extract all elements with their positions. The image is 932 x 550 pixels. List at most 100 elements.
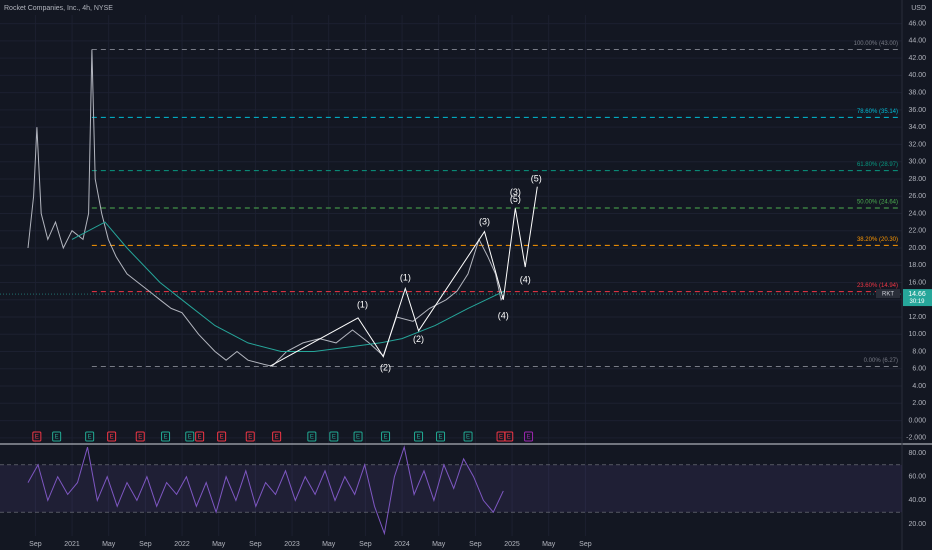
wave-label: (3) — [479, 216, 490, 226]
event-marker — [353, 431, 363, 442]
wave-label: (1) — [400, 273, 411, 283]
event-marker — [504, 431, 514, 442]
x-tick-label: May — [542, 541, 556, 548]
y-tick-label: 44.00 — [908, 38, 926, 45]
y-tick-label: 28.00 — [908, 176, 926, 183]
wave-label: (1) — [357, 299, 368, 309]
rsi-band — [0, 464, 902, 513]
event-marker — [329, 431, 339, 442]
event-marker — [307, 431, 317, 442]
event-label: E — [466, 435, 470, 441]
x-tick-label: Sep — [29, 541, 42, 548]
event-label: E — [275, 435, 279, 441]
currency: USD — [911, 5, 926, 12]
y-tick-label: 10.00 — [908, 331, 926, 338]
y-tick-label: 12.00 — [908, 314, 926, 321]
event-marker — [381, 431, 391, 442]
event-label: E — [35, 435, 39, 441]
fib-label: 61.80% (28.97) — [857, 162, 898, 168]
event-label: E — [220, 435, 224, 441]
event-label: E — [507, 435, 511, 441]
price-label: 14.66 — [908, 291, 926, 298]
x-tick-label: May — [322, 541, 336, 548]
fib-label: 0.00% (6.27) — [864, 358, 898, 364]
fib-label: 23.60% (14.94) — [857, 283, 898, 289]
event-label: E — [439, 435, 443, 441]
event-marker — [32, 431, 42, 442]
symbol-label: RKT — [882, 292, 894, 298]
y-tick-label: 38.00 — [908, 90, 926, 97]
event-label: E — [332, 435, 336, 441]
y-tick-label: 34.00 — [908, 124, 926, 131]
x-tick-label: Sep — [359, 541, 372, 548]
event-marker — [414, 431, 424, 442]
x-tick-label: May — [212, 541, 226, 548]
fib-label: 38.20% (20.30) — [857, 237, 898, 243]
event-marker — [185, 431, 195, 442]
event-marker — [135, 431, 145, 442]
y-tick-label: 42.00 — [908, 55, 926, 62]
y-tick-label: 20.00 — [908, 245, 926, 252]
event-marker — [52, 431, 62, 442]
wave-label: (3) — [510, 187, 521, 197]
y-tick-label: 2.00 — [912, 400, 926, 407]
wave-label: (2) — [413, 334, 424, 344]
header-title: Rocket Companies, Inc., 4h, NYSE — [4, 5, 113, 12]
y-tick-label: 26.00 — [908, 193, 926, 200]
x-tick-label: May — [102, 541, 116, 548]
event-label: E — [198, 435, 202, 441]
event-label: E — [356, 435, 360, 441]
y-tick-label: 6.00 — [912, 366, 926, 373]
line-series — [27, 49, 505, 367]
symbol-badge — [876, 289, 900, 299]
y-tick-label: 46.00 — [908, 20, 926, 27]
x-tick-label: Sep — [469, 541, 482, 548]
wave-label: (5) — [510, 194, 521, 204]
event-label: E — [164, 435, 168, 441]
x-tick-label: 2022 — [174, 541, 190, 548]
x-tick-label: 2023 — [284, 541, 300, 548]
y-tick-label: 60.00 — [908, 474, 926, 481]
fib-label: 50.00% (24.64) — [857, 200, 898, 206]
event-label: E — [138, 435, 142, 441]
y-tick-label: 22.00 — [908, 228, 926, 235]
y-tick-label: 16.00 — [908, 279, 926, 286]
y-tick-label: 40.00 — [908, 72, 926, 79]
fib-label: 100.00% (43.00) — [854, 41, 898, 47]
price-badge — [903, 289, 932, 307]
event-label: E — [527, 435, 531, 441]
event-marker — [217, 431, 227, 442]
event-marker — [107, 431, 117, 442]
y-tick-label: 24.00 — [908, 210, 926, 217]
x-tick-label: Sep — [579, 541, 592, 548]
y-tick-label: 4.00 — [912, 383, 926, 390]
event-marker — [161, 431, 171, 442]
x-tick-label: Sep — [139, 541, 152, 548]
wave-path — [269, 186, 538, 367]
x-tick-label: Sep — [249, 541, 262, 548]
event-label: E — [499, 435, 503, 441]
event-label: E — [88, 435, 92, 441]
line-series — [27, 445, 504, 536]
x-tick-label: May — [432, 541, 446, 548]
event-label: E — [384, 435, 388, 441]
countdown-label: 30:19 — [909, 299, 925, 305]
wave-label: (4) — [520, 274, 531, 284]
event-marker — [436, 431, 446, 442]
event-label: E — [110, 435, 114, 441]
y-tick-label: 32.00 — [908, 141, 926, 148]
event-label: E — [55, 435, 59, 441]
event-marker — [85, 431, 95, 442]
x-tick-label: 2025 — [504, 541, 520, 548]
event-marker — [463, 431, 473, 442]
event-label: E — [417, 435, 421, 441]
wave-label: (4) — [498, 311, 509, 321]
y-tick-label: 36.00 — [908, 107, 926, 114]
event-marker — [195, 431, 205, 442]
x-tick-label: 2024 — [394, 541, 410, 548]
y-tick-label: 20.00 — [908, 521, 926, 528]
line-series — [71, 221, 505, 352]
y-tick-label: 30.00 — [908, 159, 926, 166]
